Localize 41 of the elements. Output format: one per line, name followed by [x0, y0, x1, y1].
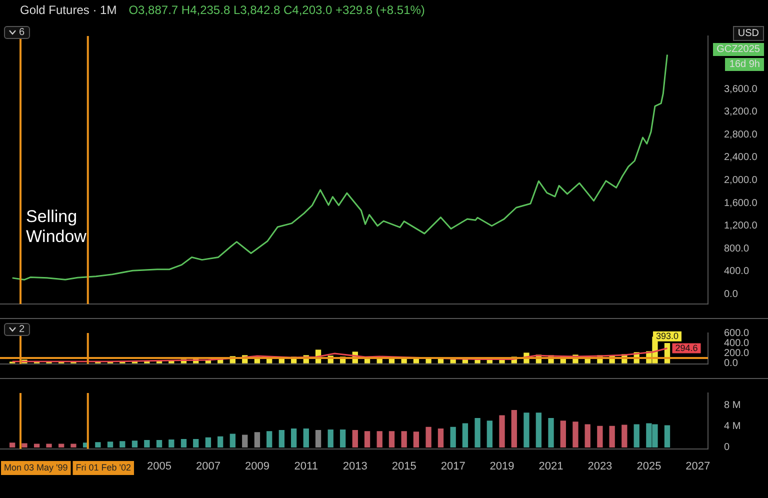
x-tick-label: 2027: [686, 460, 710, 472]
x-tick-label: 2023: [588, 460, 612, 472]
annotation: 2: [19, 324, 25, 335]
x-tick-label: 2017: [440, 460, 466, 472]
x-tick-label: 2025: [636, 460, 662, 472]
x-tick-label: 2015: [392, 460, 416, 472]
y-tick-label: 2,400.0: [724, 152, 758, 164]
x-tick-label: 2019: [490, 460, 514, 472]
x-tick-label: 2007: [196, 460, 220, 472]
y-tick-label: 3,200.0: [724, 106, 758, 118]
data-label: 294.6: [675, 342, 698, 353]
ref-line-label: Fri 01 Feb '02: [76, 462, 131, 472]
x-tick-label: 2005: [147, 460, 172, 472]
y-tick-label: 0: [724, 442, 730, 453]
x-tick-label: 2009: [244, 460, 270, 472]
chart-title: Gold Futures · 1M: [20, 3, 117, 17]
y-tick-label: 400.0: [724, 338, 750, 349]
y-tick-label: 400.0: [724, 266, 750, 278]
annotation: Selling Window: [26, 207, 88, 247]
annotation: 6: [19, 27, 25, 38]
data-label: 393.0: [656, 330, 679, 341]
y-tick-label: 600.0: [724, 328, 750, 339]
y-tick-label: 0.0: [724, 289, 738, 300]
y-tick-label: 1,600.0: [724, 198, 758, 209]
ref-line-label: Mon 03 May '99: [4, 462, 68, 472]
y-tick-label: 4 M: [724, 420, 741, 432]
y-tick-label: 2,000.0: [724, 175, 758, 186]
y-tick-label: 2,800.0: [724, 129, 758, 140]
y-tick-label: 0.0: [724, 358, 738, 369]
y-tick-label: 800.0: [724, 243, 750, 254]
x-tick-label: 2011: [294, 460, 318, 472]
y-tick-label: 200.0: [724, 348, 750, 359]
x-tick-label: 2013: [342, 460, 368, 472]
y-tick-label: 8 M: [724, 400, 741, 411]
text: GCZ2025: [712, 43, 764, 56]
text: 16d 9h: [725, 58, 764, 71]
x-tick-label: 2021: [538, 460, 564, 472]
text: USD: [732, 26, 764, 41]
y-tick-label: 3,600.0: [724, 84, 758, 95]
chart-subtitle: O3,887.7 H4,235.8 L3,842.8 C4,203.0 +329.8 (+8.51%): [128, 3, 425, 17]
y-tick-label: 1,200.0: [724, 220, 758, 232]
